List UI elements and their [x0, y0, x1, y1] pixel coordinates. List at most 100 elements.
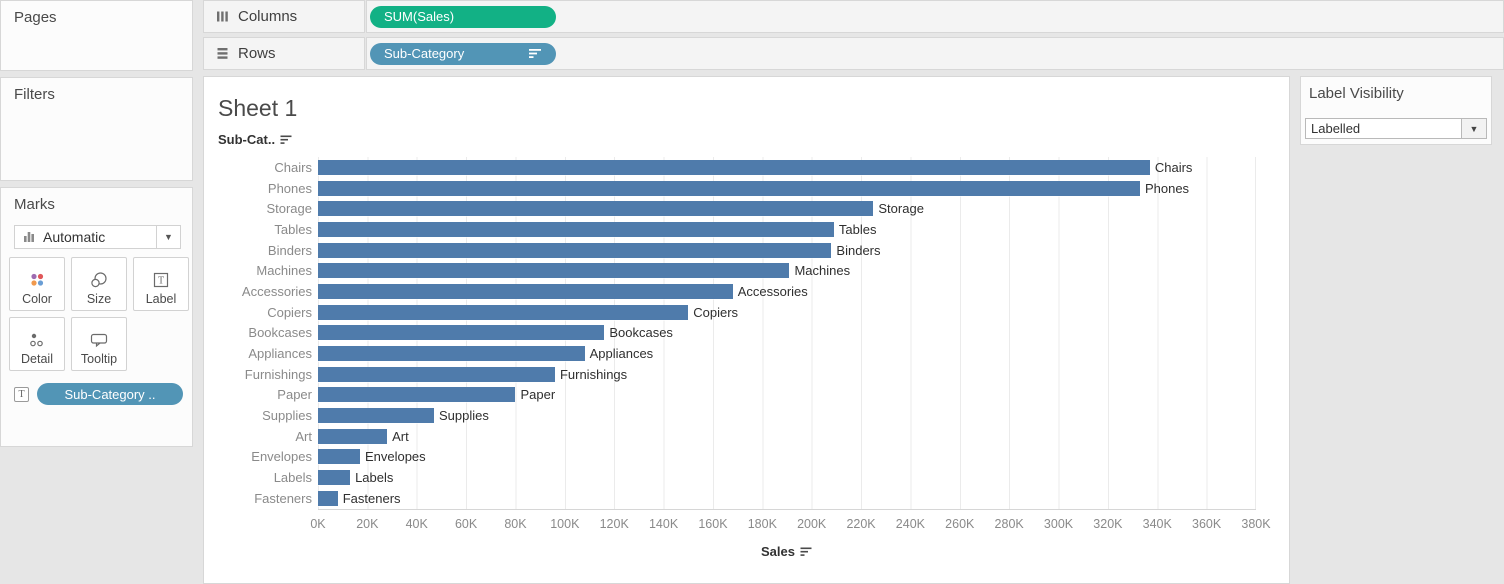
detail-button[interactable]: Detail — [9, 317, 65, 371]
bar[interactable] — [318, 490, 338, 506]
x-axis-title-text: Sales — [761, 544, 795, 559]
bar[interactable] — [318, 387, 516, 403]
bar[interactable] — [318, 180, 1140, 196]
row-category-label[interactable]: Chairs — [274, 159, 312, 175]
row-field-header-text: Sub-Cat.. — [218, 132, 276, 147]
chart-row: Phones Phones — [204, 178, 1256, 199]
color-button[interactable]: Color — [9, 257, 65, 311]
row-category-label[interactable]: Paper — [277, 387, 312, 403]
row-field-header[interactable]: Sub-Cat.. — [218, 132, 293, 147]
row-category-label[interactable]: Copiers — [267, 304, 312, 320]
bar-track: Copiers — [318, 302, 1256, 323]
row-category-label[interactable]: Fasteners — [254, 490, 312, 506]
rows-icon — [216, 47, 229, 60]
bar-track: Appliances — [318, 343, 1256, 364]
x-axis-tick: 140K — [648, 517, 679, 531]
row-category-label[interactable]: Furnishings — [244, 366, 312, 382]
bar[interactable] — [318, 428, 388, 444]
columns-pill-text: SUM(Sales) — [384, 9, 455, 24]
size-button-label: Size — [86, 292, 112, 306]
bar-rows: Chairs Chairs Phones Phones Storage Storage Ta… — [204, 157, 1256, 509]
chart-row: Furnishings Furnishings — [204, 364, 1256, 385]
bar-label: Machines — [794, 263, 851, 279]
bar-label: Phones — [1144, 180, 1190, 196]
bar[interactable] — [318, 221, 834, 237]
bar[interactable] — [318, 201, 874, 217]
bar-track: Fasteners — [318, 488, 1256, 509]
bar[interactable] — [318, 449, 360, 465]
marks-panel-title: Marks — [14, 196, 55, 213]
x-axis[interactable]: 0K 20K 40K 60K 80K 100K 120K 140K 160K 180K 200K 22… — [310, 509, 1271, 535]
columns-pill-sum-sales[interactable]: SUM(Sales) — [370, 5, 556, 28]
bar-label: Labels — [355, 470, 394, 486]
bar[interactable] — [318, 304, 689, 320]
x-axis-tick: 100K — [550, 517, 580, 531]
bar-track: Binders — [318, 240, 1256, 261]
mark-type-dropdown[interactable]: Automatic ▼ — [14, 225, 181, 249]
chart-row: Supplies Supplies — [204, 405, 1256, 426]
pages-shelf-title: Pages — [14, 9, 57, 26]
chart-row: Bookcases Bookcases — [204, 323, 1256, 344]
x-axis-tick: 40K — [405, 517, 428, 531]
detail-button-label: Detail — [21, 352, 53, 366]
sort-descending-icon[interactable] — [528, 48, 542, 59]
filters-shelf[interactable]: Filters — [0, 77, 193, 181]
row-category-label[interactable]: Envelopes — [251, 449, 312, 465]
row-category-label[interactable]: Appliances — [248, 346, 312, 362]
bar[interactable] — [318, 283, 733, 299]
chevron-down-icon[interactable]: ▼ — [1461, 119, 1486, 138]
row-category-label[interactable]: Bookcases — [248, 325, 312, 341]
sort-descending-icon[interactable] — [280, 135, 293, 145]
pages-shelf[interactable]: Pages — [0, 0, 193, 71]
marks-label-pill[interactable]: Sub-Category .. — [37, 383, 183, 405]
rows-shelf-label-box: Rows — [203, 37, 365, 70]
bar[interactable] — [318, 470, 351, 486]
tooltip-button[interactable]: Tooltip — [71, 317, 127, 371]
bar-label: Furnishings — [559, 366, 628, 382]
chevron-down-icon[interactable]: ▼ — [156, 226, 180, 248]
x-axis-title[interactable]: Sales — [318, 544, 1256, 559]
bar[interactable] — [318, 159, 1150, 175]
svg-text:T: T — [158, 276, 164, 287]
parameter-panel: Label Visibility Labelled ▼ — [1300, 76, 1492, 145]
rows-shelf[interactable]: Sub-Category — [366, 37, 1504, 70]
row-category-label[interactable]: Tables — [274, 221, 312, 237]
tooltip-icon — [90, 332, 108, 348]
row-category-label[interactable]: Machines — [256, 263, 312, 279]
bar-track: Chairs — [318, 157, 1256, 178]
x-axis-tick: 380K — [1241, 517, 1271, 531]
worksheet-card: Sheet 1 Sub-Cat.. Chairs Chairs Phones Phon… — [203, 76, 1290, 584]
bar[interactable] — [318, 366, 555, 382]
bar-track: Bookcases — [318, 323, 1256, 344]
color-icon — [29, 272, 45, 288]
columns-shelf-label-box: Columns — [203, 0, 365, 33]
bar-track: Paper — [318, 385, 1256, 406]
sort-descending-icon[interactable] — [800, 547, 813, 557]
row-category-label[interactable]: Phones — [267, 180, 312, 196]
bar[interactable] — [318, 325, 605, 341]
row-category-label[interactable]: Storage — [266, 201, 312, 217]
x-axis-tick: 60K — [454, 517, 478, 531]
rows-shelf-label: Rows — [238, 45, 276, 62]
bar[interactable] — [318, 346, 585, 362]
bar-label: Art — [392, 428, 409, 444]
bar[interactable] — [318, 263, 790, 279]
label-visibility-value: Labelled — [1311, 121, 1361, 136]
bar-track: Machines — [318, 260, 1256, 281]
row-category-label[interactable]: Art — [295, 428, 312, 444]
parameter-title: Label Visibility — [1309, 85, 1404, 102]
row-category-label[interactable]: Accessories — [241, 283, 312, 299]
columns-shelf[interactable]: SUM(Sales) — [366, 0, 1504, 33]
rows-pill-sub-category[interactable]: Sub-Category — [370, 42, 556, 65]
chart-row: Appliances Appliances — [204, 343, 1256, 364]
columns-shelf-label: Columns — [238, 8, 298, 25]
label-button[interactable]: T Label — [133, 257, 189, 311]
bar[interactable] — [318, 408, 435, 424]
row-category-label[interactable]: Labels — [273, 470, 312, 486]
mark-type-value: Automatic — [43, 229, 106, 245]
row-category-label[interactable]: Supplies — [262, 408, 312, 424]
row-category-label[interactable]: Binders — [267, 242, 312, 258]
bar[interactable] — [318, 242, 832, 258]
label-visibility-dropdown[interactable]: Labelled ▼ — [1305, 118, 1487, 139]
size-button[interactable]: Size — [71, 257, 127, 311]
